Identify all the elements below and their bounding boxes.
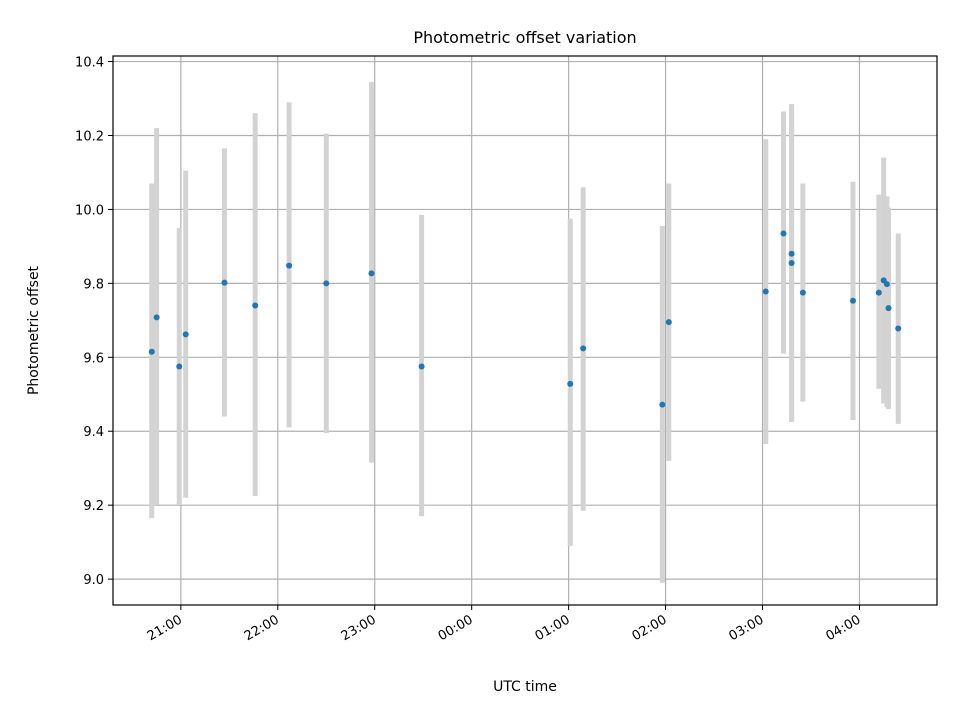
- x-tick-label: 04:00: [823, 612, 863, 644]
- y-axis-ticks: 9.0 9.2 9.4 9.6 9.8 10.0 10.2 10.4: [75, 56, 113, 588]
- gridlines: [113, 56, 937, 605]
- data-point: [182, 331, 189, 338]
- data-point: [153, 314, 160, 321]
- data-point: [567, 380, 574, 387]
- data-point: [875, 289, 882, 296]
- data-point: [252, 302, 259, 309]
- x-tick-label: 01:00: [533, 612, 573, 644]
- data-point: [659, 401, 666, 408]
- error-bars: [149, 81, 901, 583]
- data-point: [176, 363, 183, 370]
- data-point: [762, 288, 769, 295]
- y-tick-label: 9.4: [83, 425, 104, 440]
- x-tick-label: 03:00: [727, 612, 767, 644]
- data-point: [885, 305, 892, 312]
- x-axis-ticks: 21:00 22:00 23:00 00:00 01:00 02:00 03:00 04:00: [145, 605, 863, 644]
- data-point: [883, 281, 890, 288]
- data-point: [323, 280, 330, 287]
- y-tick-label: 9.0: [83, 573, 104, 588]
- y-tick-label: 10.2: [75, 129, 104, 144]
- data-point: [665, 319, 672, 326]
- y-tick-label: 10.0: [75, 203, 104, 218]
- data-point: [788, 250, 795, 257]
- data-point: [788, 260, 795, 267]
- data-point: [286, 262, 293, 269]
- chart-title: Photometric offset variation: [413, 28, 636, 47]
- x-tick-label: 23:00: [339, 612, 379, 644]
- x-tick-label: 21:00: [145, 612, 185, 644]
- y-tick-label: 10.4: [75, 56, 104, 71]
- plot-frame: [112, 55, 938, 606]
- data-point: [799, 289, 806, 296]
- x-axis-label: UTC time: [493, 679, 557, 695]
- data-point: [780, 230, 787, 237]
- y-tick-label: 9.2: [83, 499, 104, 514]
- data-point: [221, 279, 228, 286]
- y-axis-label: Photometric offset: [26, 265, 42, 395]
- y-tick-label: 9.8: [83, 277, 104, 292]
- data-point: [368, 270, 375, 277]
- x-tick-label: 22:00: [242, 612, 282, 644]
- data-point: [148, 348, 155, 355]
- y-tick-label: 9.6: [83, 351, 104, 366]
- data-point: [895, 325, 902, 332]
- data-point: [418, 363, 425, 370]
- data-point: [580, 345, 587, 352]
- x-tick-label: 00:00: [436, 612, 476, 644]
- data-points: [148, 230, 902, 408]
- x-tick-label: 02:00: [630, 612, 670, 644]
- data-point: [849, 297, 856, 304]
